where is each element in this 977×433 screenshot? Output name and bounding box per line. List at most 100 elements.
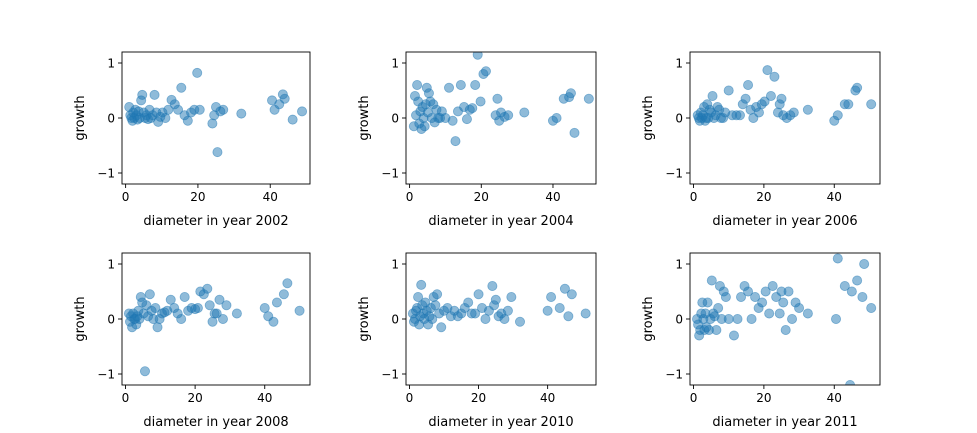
y-tick-label: −1 — [665, 167, 683, 181]
x-tick-label: 0 — [122, 391, 130, 405]
data-point — [515, 316, 526, 327]
data-point — [802, 104, 813, 115]
data-point — [472, 52, 483, 60]
data-point — [743, 80, 754, 91]
data-point — [236, 108, 247, 119]
x-axis-label: diameter in year 2006 — [712, 214, 857, 229]
y-axis-label: growth — [641, 296, 656, 341]
data-point — [475, 96, 486, 107]
data-point — [839, 280, 850, 291]
data-point — [776, 93, 787, 104]
data-points — [124, 67, 308, 158]
data-point — [419, 121, 430, 132]
data-point — [780, 324, 791, 335]
data-point — [746, 313, 757, 324]
data-point — [707, 91, 718, 102]
x-tick-label: 20 — [471, 391, 486, 405]
data-point — [444, 82, 455, 93]
data-point — [802, 308, 813, 319]
data-point — [502, 305, 513, 316]
x-axis-label: diameter in year 2004 — [428, 214, 573, 229]
data-point — [832, 110, 843, 121]
data-point — [580, 308, 591, 319]
data-point — [470, 80, 481, 91]
data-point — [204, 300, 215, 311]
data-point — [492, 93, 503, 104]
data-point — [740, 93, 751, 104]
data-point — [753, 107, 764, 118]
data-point — [728, 330, 739, 341]
data-point — [706, 275, 717, 286]
data-point — [150, 302, 161, 313]
data-point — [149, 89, 160, 100]
scatter-plot-3: 0 20 40 −1 0 1 diameter in year 2006 growth — [641, 51, 881, 229]
data-point — [176, 82, 187, 93]
y-tick-label: 1 — [107, 57, 115, 71]
data-point — [866, 302, 877, 313]
y-tick-label: 0 — [391, 112, 399, 126]
data-point — [455, 80, 466, 91]
data-point — [436, 322, 447, 333]
scatter-plot-4: 0 20 40 −1 0 1 diameter in year 2008 growth — [73, 252, 311, 430]
data-points — [123, 278, 305, 377]
y-tick-label: 0 — [675, 313, 683, 327]
x-tick-label: 0 — [406, 190, 414, 204]
y-axis-label: growth — [357, 296, 372, 341]
data-point — [774, 308, 785, 319]
data-point — [211, 308, 222, 319]
data-point — [218, 104, 229, 115]
y-tick-label: 0 — [675, 112, 683, 126]
data-point — [194, 104, 205, 115]
y-tick-label: 1 — [675, 258, 683, 272]
data-point — [866, 99, 877, 110]
y-tick-label: −1 — [381, 368, 399, 382]
data-point — [461, 114, 472, 125]
data-point — [271, 297, 282, 308]
data-point — [852, 275, 863, 286]
x-tick-label: 40 — [827, 391, 842, 405]
data-point — [490, 294, 501, 305]
data-point — [565, 88, 576, 99]
data-point — [137, 89, 148, 100]
data-point — [743, 286, 754, 297]
data-point — [764, 308, 775, 319]
data-point — [720, 291, 731, 302]
y-tick-label: −1 — [97, 167, 115, 181]
data-point — [480, 66, 491, 77]
data-point — [734, 110, 745, 121]
data-point — [506, 291, 517, 302]
data-point — [559, 283, 570, 294]
x-tick-label: 0 — [406, 391, 414, 405]
data-point — [278, 289, 289, 300]
data-point — [503, 110, 514, 121]
data-point — [711, 324, 722, 335]
data-point — [467, 103, 478, 114]
data-point — [546, 291, 557, 302]
data-point — [207, 316, 218, 327]
data-point — [423, 88, 434, 99]
data-point — [287, 114, 298, 125]
data-point — [759, 96, 770, 107]
data-point — [447, 115, 458, 126]
y-tick-label: −1 — [665, 368, 683, 382]
data-point — [192, 302, 203, 313]
x-axis-label: diameter in year 2008 — [143, 415, 288, 430]
data-point — [259, 302, 270, 313]
data-point — [427, 313, 438, 324]
data-point — [788, 107, 799, 118]
data-point — [723, 85, 734, 96]
data-point — [139, 366, 150, 377]
x-tick-label: 0 — [690, 190, 698, 204]
data-point — [499, 313, 510, 324]
y-tick-label: 0 — [107, 112, 115, 126]
data-point — [450, 136, 461, 147]
data-point — [846, 286, 857, 297]
data-point — [831, 313, 842, 324]
data-point — [152, 322, 163, 333]
data-point — [702, 297, 713, 308]
data-point — [176, 313, 187, 324]
data-point — [173, 104, 184, 115]
data-point — [769, 71, 780, 82]
data-point — [736, 291, 747, 302]
